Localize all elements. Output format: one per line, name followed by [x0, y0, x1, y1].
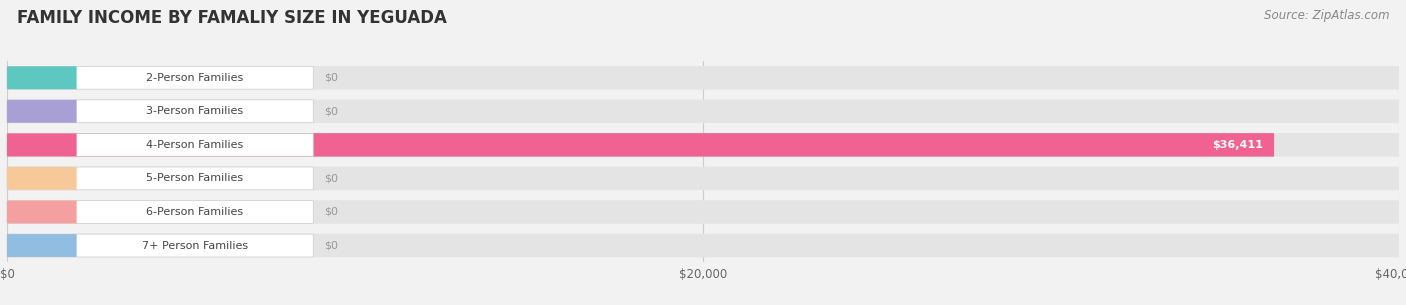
- FancyBboxPatch shape: [7, 167, 314, 190]
- Text: $0: $0: [325, 207, 339, 217]
- FancyBboxPatch shape: [7, 234, 314, 257]
- FancyBboxPatch shape: [7, 201, 314, 223]
- FancyBboxPatch shape: [7, 167, 1399, 190]
- FancyBboxPatch shape: [7, 66, 77, 89]
- Text: 2-Person Families: 2-Person Families: [146, 73, 243, 83]
- Text: 3-Person Families: 3-Person Families: [146, 106, 243, 116]
- FancyBboxPatch shape: [7, 66, 314, 89]
- Text: $0: $0: [325, 241, 339, 250]
- Text: $0: $0: [325, 73, 339, 83]
- FancyBboxPatch shape: [7, 167, 77, 190]
- FancyBboxPatch shape: [7, 201, 77, 223]
- FancyBboxPatch shape: [7, 134, 77, 156]
- Text: 5-Person Families: 5-Person Families: [146, 174, 243, 183]
- FancyBboxPatch shape: [7, 133, 1274, 157]
- FancyBboxPatch shape: [7, 133, 1399, 157]
- Text: 4-Person Families: 4-Person Families: [146, 140, 243, 150]
- Text: $36,411: $36,411: [1212, 140, 1263, 150]
- Text: 7+ Person Families: 7+ Person Families: [142, 241, 247, 250]
- Text: FAMILY INCOME BY FAMALIY SIZE IN YEGUADA: FAMILY INCOME BY FAMALIY SIZE IN YEGUADA: [17, 9, 447, 27]
- FancyBboxPatch shape: [7, 100, 77, 123]
- FancyBboxPatch shape: [7, 234, 77, 257]
- FancyBboxPatch shape: [7, 100, 1399, 123]
- Text: $0: $0: [325, 174, 339, 183]
- Text: $0: $0: [325, 106, 339, 116]
- Text: Source: ZipAtlas.com: Source: ZipAtlas.com: [1264, 9, 1389, 22]
- FancyBboxPatch shape: [7, 134, 314, 156]
- FancyBboxPatch shape: [7, 200, 1399, 224]
- FancyBboxPatch shape: [7, 66, 1399, 90]
- FancyBboxPatch shape: [7, 234, 1399, 257]
- FancyBboxPatch shape: [7, 100, 314, 123]
- Text: 6-Person Families: 6-Person Families: [146, 207, 243, 217]
